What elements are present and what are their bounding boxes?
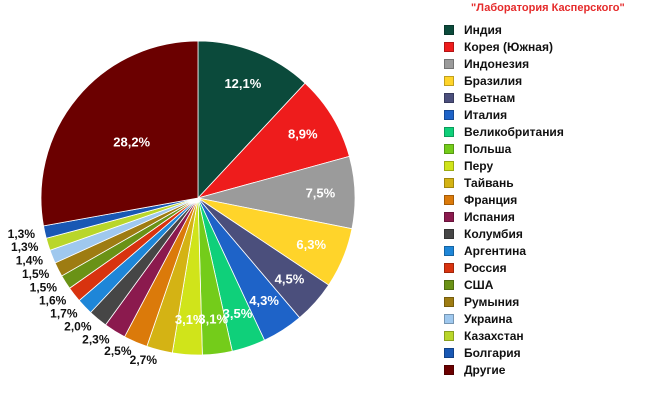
- legend-label: Другие: [464, 362, 506, 377]
- legend-swatch: [444, 92, 454, 103]
- slice-data-label: 1,5%: [22, 267, 50, 281]
- legend-item: Болгария: [444, 344, 564, 361]
- slice-data-label: 2,7%: [130, 353, 158, 367]
- slice-data-label: 3,1%: [198, 312, 228, 327]
- legend-item: Бразилия: [444, 72, 564, 89]
- slice-data-label: 12,1%: [224, 76, 261, 91]
- slice-data-label: 1,5%: [30, 281, 58, 295]
- slice-data-label: 2,0%: [64, 320, 92, 334]
- pie-slice: [197, 40, 306, 200]
- legend-label: Румыния: [464, 294, 520, 309]
- legend-label: Бразилия: [464, 73, 523, 88]
- legend-item: Тайвань: [444, 174, 564, 191]
- legend-item: США: [444, 276, 564, 293]
- legend: Индия Корея (Южная) Индонезия Бразилия Вьетн…: [444, 21, 564, 378]
- legend-swatch: [444, 347, 454, 358]
- legend-label: США: [464, 277, 494, 292]
- legend-label: Индия: [464, 22, 502, 37]
- legend-swatch: [444, 75, 454, 86]
- legend-item: Великобритания: [444, 123, 564, 140]
- slice-data-label: 4,3%: [249, 293, 279, 308]
- legend-label: Вьетнам: [464, 90, 516, 105]
- legend-item: Франция: [444, 191, 564, 208]
- legend-label: Болгария: [464, 345, 521, 360]
- legend-swatch: [444, 109, 454, 120]
- legend-label: Великобритания: [464, 124, 564, 139]
- watermark-text: "Лаборатория Касперского": [471, 2, 625, 14]
- legend-swatch: [444, 41, 454, 52]
- legend-label: Колумбия: [464, 226, 523, 241]
- legend-item: Россия: [444, 259, 564, 276]
- slice-data-label: 1,3%: [11, 240, 39, 254]
- legend-label: Франция: [464, 192, 518, 207]
- slice-data-label: 3,5%: [223, 306, 253, 321]
- legend-label: Украина: [464, 311, 513, 326]
- slice-data-label: 1,3%: [8, 227, 36, 241]
- legend-label: Испания: [464, 209, 515, 224]
- legend-item: Индонезия: [444, 55, 564, 72]
- legend-swatch: [444, 228, 454, 239]
- legend-swatch: [444, 279, 454, 290]
- pie-slice: [40, 40, 199, 227]
- legend-label: Аргентина: [464, 243, 527, 258]
- legend-item: Италия: [444, 106, 564, 123]
- legend-swatch: [444, 177, 454, 188]
- legend-swatch: [444, 143, 454, 154]
- slice-data-label: 1,7%: [50, 307, 78, 321]
- pie-slices: [40, 40, 356, 356]
- legend-label: Перу: [464, 158, 494, 173]
- legend-swatch: [444, 160, 454, 171]
- legend-swatch: [444, 58, 454, 69]
- legend-swatch: [444, 194, 454, 205]
- legend-label: Польша: [464, 141, 512, 156]
- legend-label: Тайвань: [464, 175, 514, 190]
- legend-item: Вьетнам: [444, 89, 564, 106]
- legend-swatch: [444, 24, 454, 35]
- legend-item: Польша: [444, 140, 564, 157]
- legend-swatch: [444, 211, 454, 222]
- legend-swatch: [444, 126, 454, 137]
- pie-slice: [196, 82, 350, 199]
- slice-data-label: 7,5%: [306, 186, 336, 201]
- slice-data-label: 8,9%: [288, 127, 318, 142]
- legend-label: Казахстан: [464, 328, 524, 343]
- legend-swatch: [444, 262, 454, 273]
- legend-item: Колумбия: [444, 225, 564, 242]
- legend-label: Корея (Южная): [464, 39, 553, 54]
- legend-swatch: [444, 330, 454, 341]
- slice-data-label: 1,4%: [16, 253, 44, 267]
- legend-swatch: [444, 364, 454, 375]
- legend-item: Украина: [444, 310, 564, 327]
- slice-data-label: 2,5%: [104, 344, 132, 358]
- legend-item: Корея (Южная): [444, 38, 564, 55]
- slice-data-label: 2,3%: [82, 333, 110, 347]
- legend-swatch: [444, 313, 454, 324]
- legend-swatch: [444, 245, 454, 256]
- legend-item: Аргентина: [444, 242, 564, 259]
- legend-swatch: [444, 296, 454, 307]
- legend-label: Италия: [464, 107, 508, 122]
- legend-item: Перу: [444, 157, 564, 174]
- legend-label: Россия: [464, 260, 507, 275]
- slice-data-label: 28,2%: [113, 135, 150, 150]
- slice-data-label: 6,3%: [296, 237, 326, 252]
- legend-item: Казахстан: [444, 327, 564, 344]
- legend-label: Индонезия: [464, 56, 530, 71]
- slice-data-label: 1,6%: [39, 294, 67, 308]
- slice-data-label: 4,5%: [275, 271, 305, 286]
- legend-item: Индия: [444, 21, 564, 38]
- legend-item: Испания: [444, 208, 564, 225]
- slice-data-label: 3,1%: [175, 312, 205, 327]
- legend-item: Другие: [444, 361, 564, 378]
- legend-item: Румыния: [444, 293, 564, 310]
- pie-data-labels: 12,1%8,9%7,5%6,3%4,5%4,3%3,5%3,1%3,1%2,7…: [8, 76, 336, 367]
